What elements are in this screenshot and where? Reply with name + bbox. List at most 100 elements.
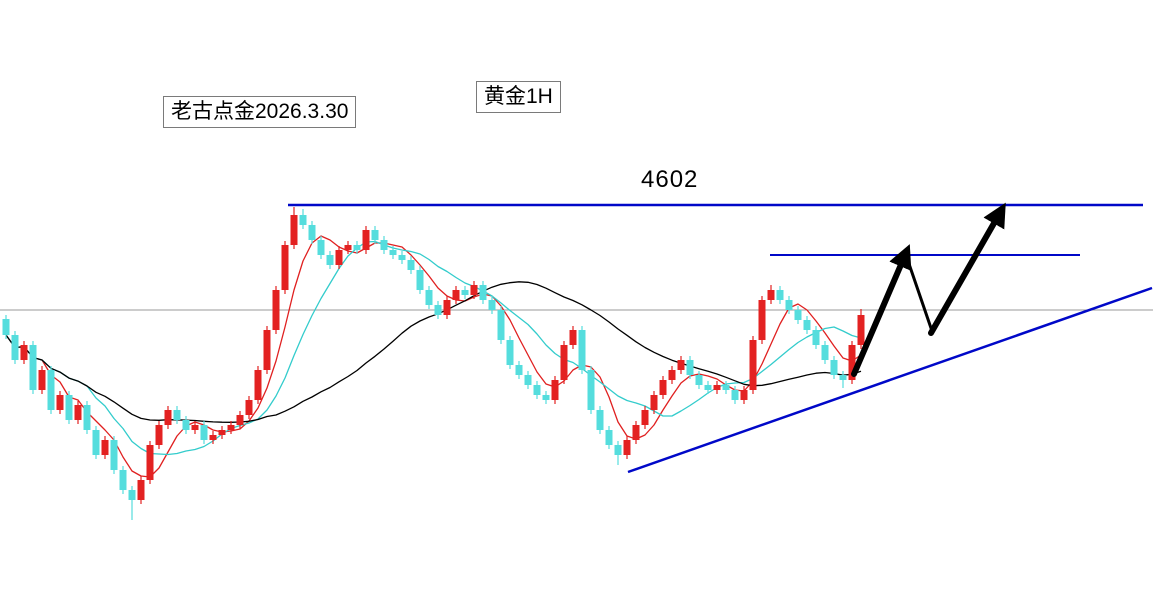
candle-body — [20, 345, 28, 360]
candle-body — [623, 440, 631, 455]
candle-body — [272, 290, 280, 330]
candle-body — [695, 375, 703, 385]
candle-body — [398, 255, 406, 260]
candle-body — [434, 305, 442, 315]
candle-body — [164, 410, 172, 425]
candle-body — [2, 319, 10, 335]
candle-body — [263, 330, 271, 370]
candle-body — [830, 360, 838, 375]
candle-body — [137, 480, 145, 500]
candle-body — [236, 415, 244, 425]
moving-average-line-30 — [5, 281, 862, 423]
candle-body — [542, 395, 550, 400]
candle-body — [749, 340, 757, 390]
moving-average-line-10 — [5, 240, 862, 456]
candle-body — [632, 425, 640, 440]
candle-body — [182, 420, 190, 430]
candle-body — [371, 230, 379, 240]
candle-body — [281, 245, 289, 290]
candle-body — [794, 310, 802, 320]
candle-body — [479, 285, 487, 300]
candle-body — [146, 445, 154, 480]
candle-body — [299, 215, 307, 225]
resistance-price-label: 4602 — [641, 166, 699, 193]
candle-body — [461, 290, 469, 295]
candle-body — [767, 290, 775, 300]
candle-body — [335, 250, 343, 265]
candle-body — [155, 425, 163, 445]
candle-body — [857, 315, 865, 345]
candle-body — [56, 395, 64, 410]
candle-body — [704, 385, 712, 390]
candle-body — [803, 320, 811, 330]
watermark-label: 老古点金2026.3.30 — [163, 96, 357, 129]
candle-body — [569, 330, 577, 345]
candle-body — [668, 370, 676, 380]
candle-body — [560, 345, 568, 380]
candle-body — [83, 405, 91, 430]
candle-body — [362, 230, 370, 250]
candle-body — [722, 385, 730, 390]
candle-body — [614, 445, 622, 455]
candle-body — [191, 425, 199, 430]
candle-body — [308, 225, 316, 240]
candle-body — [731, 390, 739, 400]
candle-body — [110, 440, 118, 470]
candle-body — [326, 255, 334, 265]
candle-body — [839, 375, 847, 380]
candle-body — [416, 270, 424, 290]
candle-body — [209, 435, 217, 440]
candle-body — [173, 410, 181, 420]
candle-body — [38, 370, 46, 390]
candle-body — [344, 245, 352, 250]
candle-body — [470, 285, 478, 295]
candle-body — [380, 240, 388, 250]
candle-body — [47, 370, 55, 410]
candle-body — [605, 430, 613, 445]
candle-body — [596, 410, 604, 430]
candle-body — [578, 330, 586, 370]
candle-body — [128, 490, 136, 500]
candle-body — [317, 240, 325, 255]
candle-body — [785, 300, 793, 310]
candle-body — [506, 340, 514, 365]
candle-body — [407, 260, 415, 270]
candle-body — [686, 360, 694, 375]
moving-average-line-5 — [5, 235, 862, 478]
candle-body — [218, 430, 226, 435]
candle-body — [587, 370, 595, 410]
candle-body — [389, 250, 397, 255]
projection-arrow — [851, 244, 912, 377]
candle-body — [92, 430, 100, 455]
candle-body — [497, 310, 505, 340]
candle-body — [650, 395, 658, 410]
candle-body — [443, 300, 451, 315]
candle-body — [452, 290, 460, 300]
candle-body — [848, 345, 856, 380]
candle-body — [533, 385, 541, 395]
candle-body — [740, 390, 748, 400]
candle-body — [227, 425, 235, 430]
candle-body — [353, 245, 361, 250]
candle-body — [425, 290, 433, 305]
candle-body — [488, 300, 496, 310]
candle-body — [812, 330, 820, 345]
candle-body — [551, 380, 559, 400]
candle-body — [254, 370, 262, 400]
candle-body — [641, 410, 649, 425]
candle-body — [524, 375, 532, 385]
projection-pullback-stroke — [905, 256, 934, 333]
candle-body — [11, 335, 19, 360]
candle-body — [74, 405, 82, 420]
ascending-trendline — [627, 286, 1153, 474]
candle-body — [515, 365, 523, 375]
candle-body — [101, 440, 109, 455]
candle-body — [677, 360, 685, 370]
candle-body — [245, 400, 253, 415]
candle-body — [119, 470, 127, 490]
candle-body — [200, 425, 208, 440]
symbol-timeframe-label: 黄金1H — [476, 81, 561, 114]
candle-body — [713, 385, 721, 390]
